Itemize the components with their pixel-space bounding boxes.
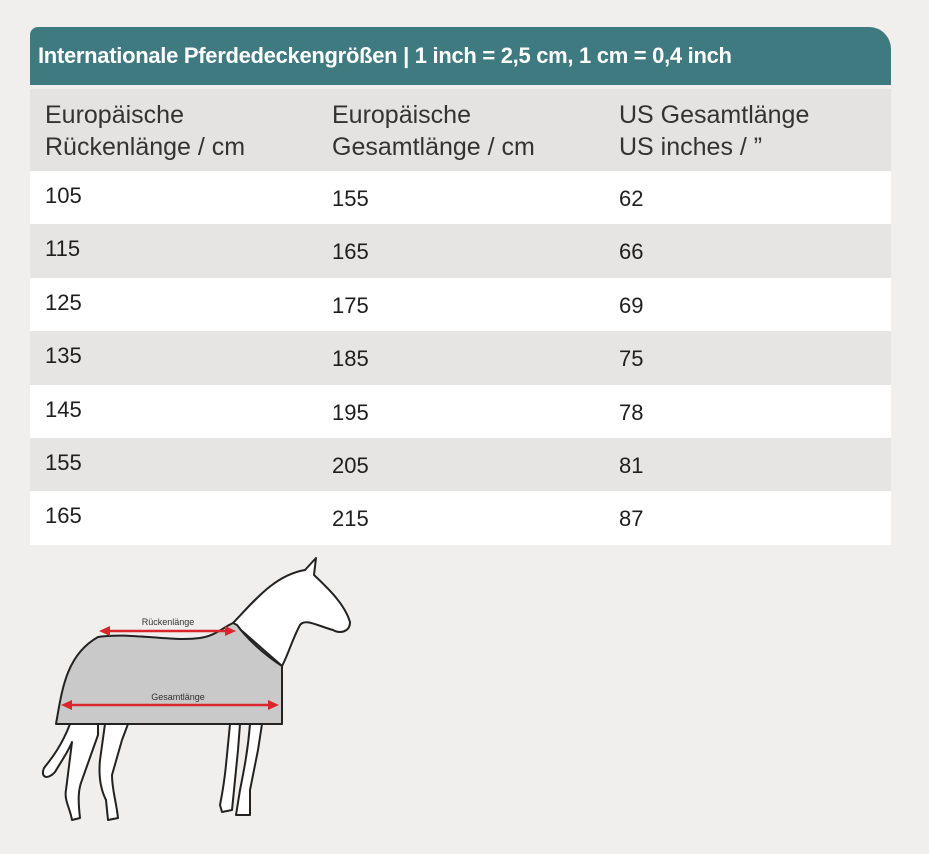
back-length-cell: 165 xyxy=(45,503,82,529)
table-row: 155 205 81 xyxy=(30,437,891,492)
header-line: Gesamtlänge / cm xyxy=(332,133,535,161)
header-back-length: Europäische Rückenlänge / cm xyxy=(45,99,245,163)
back-length-cell: 135 xyxy=(45,343,82,369)
table-row: 115 165 66 xyxy=(30,224,891,278)
back-length-cell: 115 xyxy=(45,236,81,262)
horse-legs xyxy=(42,723,263,821)
back-length-cell: 145 xyxy=(45,396,82,422)
header-row: Europäische Rückenlänge / cm Europäische G… xyxy=(30,89,891,171)
table-row: 125 175 69 xyxy=(30,277,891,332)
header-total-length: Europäische Gesamtlänge / cm xyxy=(332,99,535,163)
us-inches-cell: 81 xyxy=(619,452,644,478)
us-inches-cell: 62 xyxy=(619,186,644,211)
back-length-cell: 125 xyxy=(45,289,82,315)
table-row: 135 185 75 xyxy=(30,331,891,385)
total-length-cell: 155 xyxy=(332,186,369,211)
back-length-cell: 105 xyxy=(45,183,82,208)
total-length-cell: 185 xyxy=(332,346,369,372)
total-length-cell: 175 xyxy=(332,292,369,318)
total-length-cell: 205 xyxy=(332,452,369,478)
header-line: US inches / ” xyxy=(619,133,763,161)
us-inches-cell: 87 xyxy=(619,506,644,532)
total-length-cell: 195 xyxy=(332,399,369,425)
us-inches-cell: 69 xyxy=(619,292,644,318)
us-inches-cell: 78 xyxy=(619,399,644,425)
total-length-arrow xyxy=(61,700,279,710)
total-length-cell: 165 xyxy=(332,239,369,265)
header-line: Rückenlänge / cm xyxy=(45,133,246,161)
us-inches-cell: 66 xyxy=(619,239,644,265)
header-line: Europäische xyxy=(332,101,471,129)
table-row: 105 155 62 xyxy=(30,171,891,225)
back-length-cell: 155 xyxy=(45,449,82,475)
total-length-label: Gesamtlänge xyxy=(151,692,205,702)
total-length-cell: 215 xyxy=(332,506,369,532)
horse-outline xyxy=(232,557,351,667)
table-title: Internationale Pferdedeckengrößen | 1 in… xyxy=(30,27,891,85)
back-length-label: Rückenlänge xyxy=(142,617,195,627)
back-length-arrow xyxy=(99,626,236,636)
header-line: Europäische xyxy=(45,101,184,129)
blanket xyxy=(55,622,283,725)
size-table: Europäische Rückenlänge / cm Europäische G… xyxy=(30,89,891,545)
table-row: 165 215 87 xyxy=(30,491,891,545)
header-us-length: US Gesamtlänge US inches / ” xyxy=(619,99,809,163)
us-inches-cell: 75 xyxy=(619,346,644,372)
table-row: 145 195 78 xyxy=(30,384,891,438)
header-line: US Gesamtlänge xyxy=(619,101,810,129)
